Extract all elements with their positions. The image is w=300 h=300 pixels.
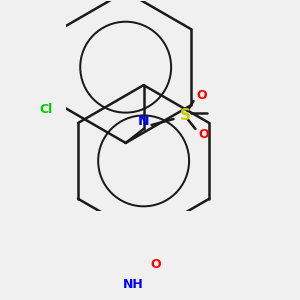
Text: O: O — [198, 128, 209, 142]
Text: NH: NH — [123, 278, 144, 291]
Text: Cl: Cl — [40, 103, 53, 116]
Text: S: S — [180, 107, 191, 122]
Text: O: O — [150, 258, 161, 271]
Text: N: N — [138, 114, 149, 128]
Text: O: O — [196, 88, 207, 102]
